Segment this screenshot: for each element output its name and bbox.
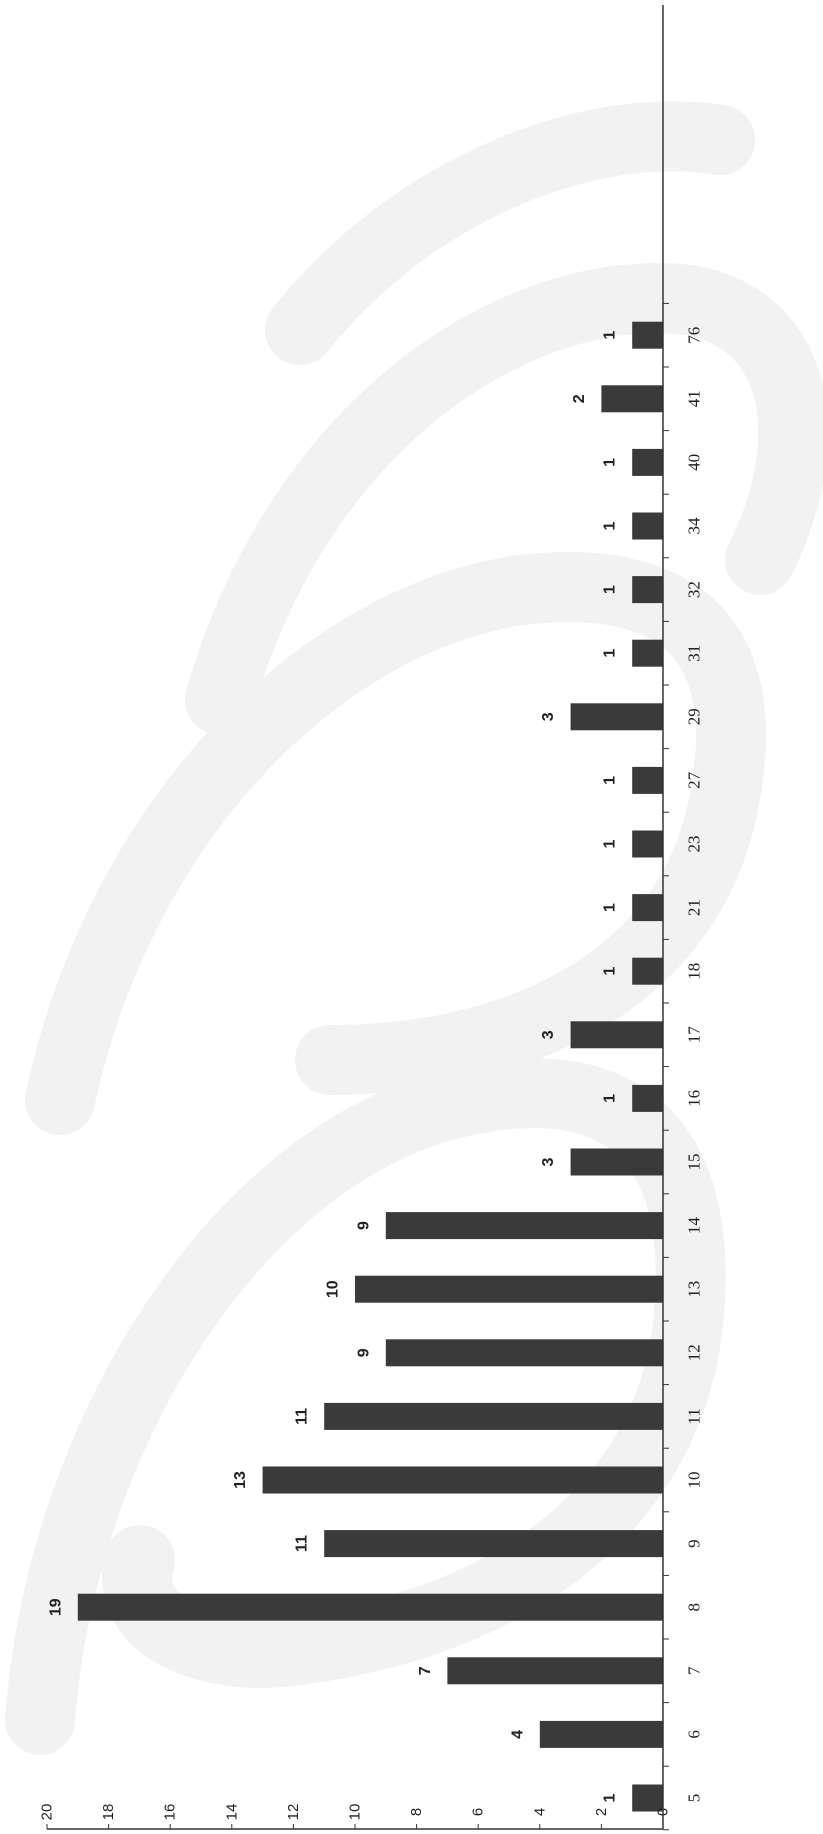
category-label-5: 5 [685,1794,704,1803]
bar-11 [324,1402,663,1430]
category-label-21: 21 [685,899,704,916]
bar-41 [601,385,663,413]
category-label-18: 18 [685,963,704,980]
bar-29 [570,703,663,731]
bar-31 [632,639,663,667]
data-label-21: 1 [602,903,619,912]
watermark-stroke [265,101,755,365]
data-label-9: 11 [294,1535,311,1552]
value-tick-label-18: 18 [100,1804,117,1821]
bar-23 [632,830,663,858]
data-label-27: 1 [602,776,619,785]
data-label-17: 3 [540,1030,557,1039]
category-label-23: 23 [685,836,704,853]
bar-18 [632,957,663,985]
data-label-40: 1 [602,458,619,467]
category-label-7: 7 [685,1666,704,1675]
category-label-16: 16 [685,1090,704,1107]
bar-6 [539,1720,663,1748]
data-label-34: 1 [602,521,619,530]
category-label-34: 34 [685,517,704,535]
data-label-11: 11 [294,1408,311,1425]
data-label-16: 1 [602,1094,619,1103]
category-label-6: 6 [685,1730,704,1739]
bar-5 [632,1784,663,1812]
bar-13 [355,1275,663,1303]
category-label-40: 40 [685,454,704,471]
data-label-10: 13 [232,1471,249,1489]
bar-9 [324,1530,663,1558]
bar-12 [385,1339,663,1367]
bar-76 [632,321,663,349]
data-label-31: 1 [602,649,619,658]
bar-40 [632,448,663,476]
value-tick-label-16: 16 [162,1804,179,1821]
data-label-29: 3 [540,712,557,721]
data-label-23: 1 [602,839,619,848]
category-label-27: 27 [685,771,704,789]
data-label-41: 2 [571,394,588,403]
bar-15 [570,1148,663,1176]
category-label-32: 32 [685,581,704,598]
category-label-9: 9 [685,1539,704,1548]
category-label-12: 12 [685,1344,704,1361]
category-label-31: 31 [685,645,704,662]
value-tick-label-8: 8 [408,1808,425,1816]
bar-14 [385,1212,663,1240]
bar-21 [632,894,663,922]
data-label-13: 10 [325,1280,342,1298]
category-label-15: 15 [685,1154,704,1171]
bar-17 [570,1021,663,1049]
category-label-41: 41 [685,390,704,407]
data-label-5: 1 [602,1793,619,1802]
data-label-14: 9 [355,1221,372,1230]
data-label-7: 7 [417,1666,434,1675]
bar-7 [447,1657,663,1685]
category-label-29: 29 [685,708,704,725]
data-label-18: 1 [602,967,619,976]
data-label-12: 9 [355,1348,372,1357]
bar-34 [632,512,663,540]
data-label-32: 1 [602,585,619,594]
bar-8 [77,1593,664,1621]
bar-10 [262,1466,663,1494]
category-label-8: 8 [685,1603,704,1612]
value-tick-label-10: 10 [347,1804,364,1821]
category-label-10: 10 [685,1472,704,1489]
category-label-13: 13 [685,1281,704,1298]
watermark-stroke [185,263,823,735]
bar-27 [632,766,663,794]
watermark-stroke [25,552,766,1135]
value-tick-label-6: 6 [470,1808,487,1816]
data-label-76: 1 [602,331,619,340]
bars-group [77,321,664,1812]
data-label-6: 4 [509,1730,526,1739]
watermark-logo [5,101,823,1755]
category-label-11: 11 [685,1408,704,1424]
value-axis: 02468101214161820 [39,1804,672,1830]
bar-16 [632,1084,663,1112]
watermark-stroke [5,1058,726,1755]
category-label-17: 17 [685,1026,704,1044]
bar-32 [632,576,663,604]
category-label-14: 14 [685,1217,704,1235]
data-label-8: 19 [47,1598,64,1616]
value-tick-label-4: 4 [531,1808,548,1816]
value-tick-label-12: 12 [285,1804,302,1821]
category-label-76: 76 [685,327,704,344]
category-axis: 5 6 7 8 9 10 11 12 13 14 15 16 17 18 21 23 27 29 31 32 34 40 4… [662,5,704,1831]
value-tick-label-14: 14 [223,1804,240,1821]
data-label-15: 3 [540,1157,557,1166]
value-tick-label-20: 20 [39,1804,56,1821]
value-tick-label-2: 2 [593,1808,610,1816]
